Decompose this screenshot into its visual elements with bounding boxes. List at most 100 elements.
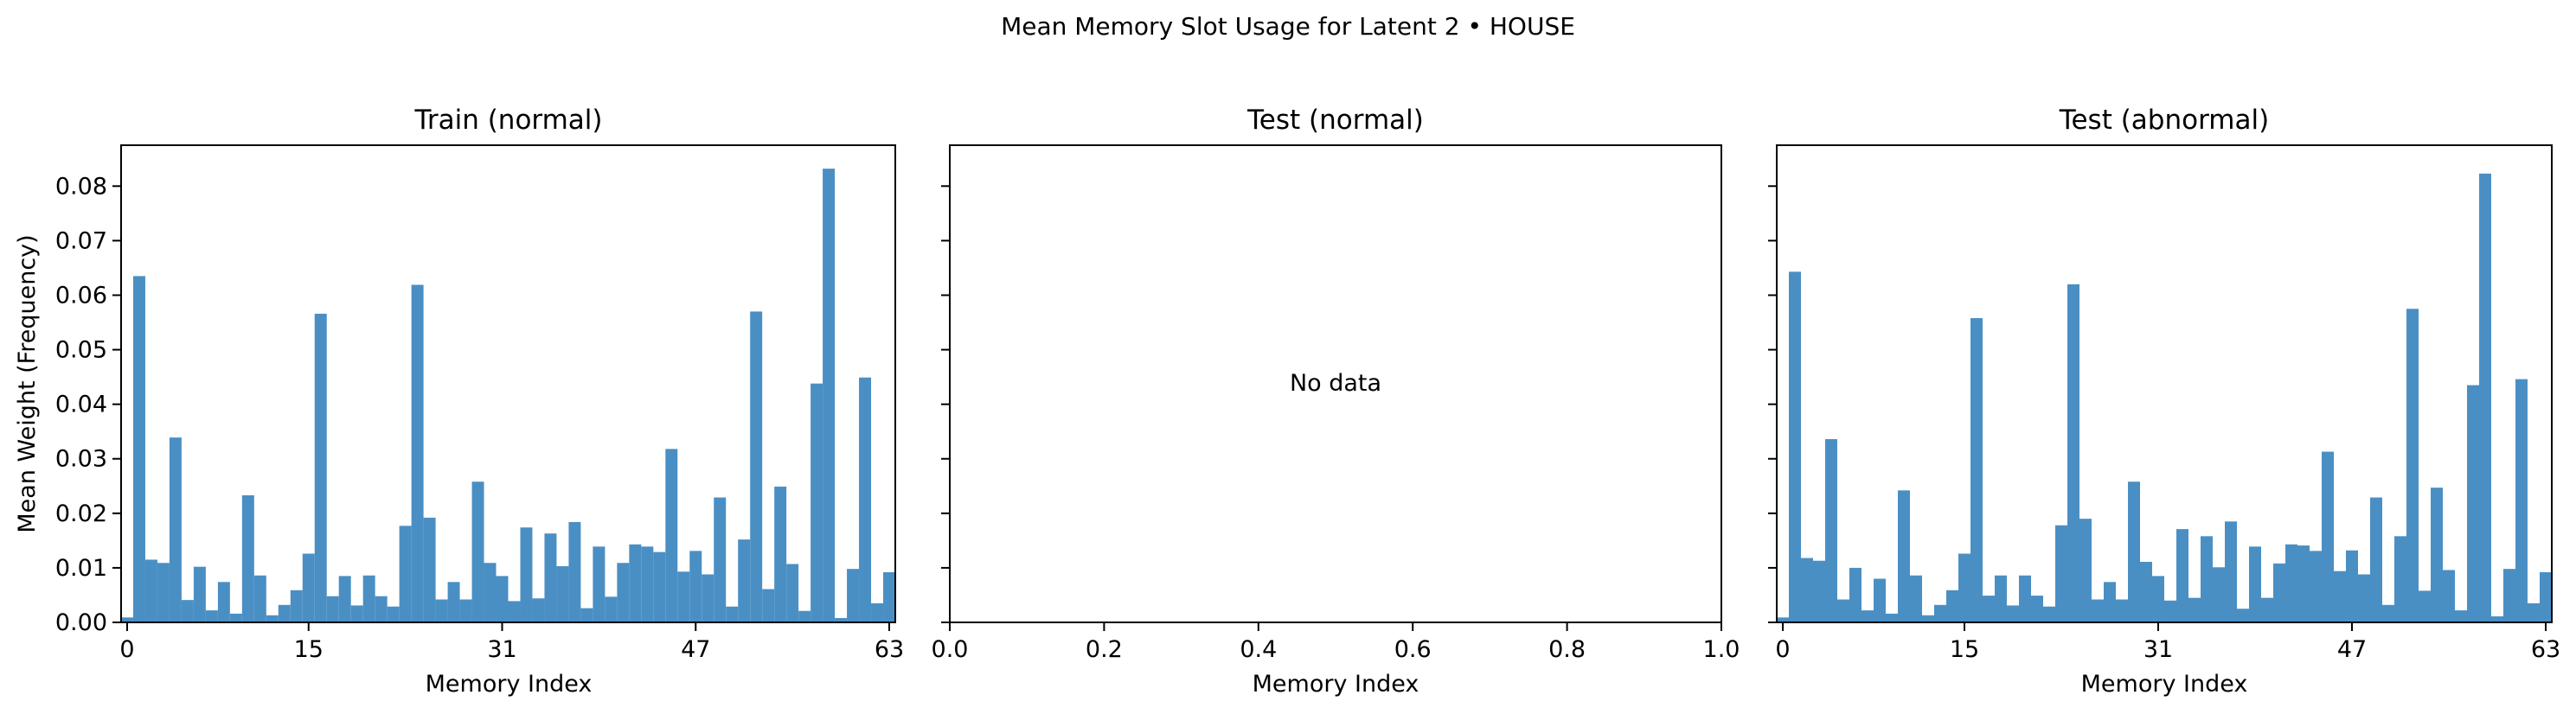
bar bbox=[484, 563, 497, 622]
bar bbox=[326, 596, 339, 622]
y-tick-label: 0.00 bbox=[55, 609, 107, 636]
bar bbox=[290, 590, 303, 622]
bar bbox=[399, 526, 412, 622]
x-tick-label: 47 bbox=[2337, 636, 2367, 663]
bar bbox=[2431, 488, 2443, 622]
bar bbox=[568, 521, 581, 622]
bar bbox=[823, 169, 836, 623]
bar bbox=[2249, 546, 2261, 622]
bar bbox=[2116, 599, 2128, 622]
bar bbox=[253, 575, 266, 622]
panel-title: Test (normal) bbox=[1246, 105, 1424, 136]
x-tick-label: 0 bbox=[1775, 636, 1790, 663]
bar bbox=[278, 604, 291, 622]
bar bbox=[2455, 610, 2467, 622]
bar bbox=[1958, 553, 1970, 622]
bar bbox=[350, 605, 363, 622]
bar bbox=[2079, 519, 2092, 622]
x-tick-label: 63 bbox=[2531, 636, 2560, 663]
x-tick-label: 0.0 bbox=[932, 636, 969, 663]
bar bbox=[2491, 616, 2503, 622]
x-tick-label: 31 bbox=[2143, 636, 2173, 663]
bar bbox=[2213, 567, 2225, 622]
y-tick-label: 0.06 bbox=[55, 282, 107, 309]
bar bbox=[617, 563, 630, 622]
bar bbox=[2394, 536, 2406, 622]
bar bbox=[181, 600, 194, 622]
bar bbox=[2176, 529, 2188, 622]
x-tick-label: 0.6 bbox=[1394, 636, 1432, 663]
bar bbox=[2540, 571, 2552, 622]
bar bbox=[2201, 536, 2213, 622]
bar bbox=[883, 571, 895, 622]
x-tick-label: 31 bbox=[487, 636, 516, 663]
x-axis: 0 15 31 47 63 bbox=[1775, 622, 2560, 663]
bar bbox=[229, 613, 242, 622]
x-tick-label: 0.4 bbox=[1240, 636, 1277, 663]
bar bbox=[2273, 563, 2285, 622]
x-tick-label: 0.2 bbox=[1086, 636, 1123, 663]
x-tick-label: 63 bbox=[875, 636, 904, 663]
bar bbox=[2358, 574, 2370, 622]
bar bbox=[1837, 599, 1849, 622]
bar bbox=[375, 596, 388, 622]
bar bbox=[2285, 544, 2297, 622]
bar bbox=[266, 615, 279, 622]
plot-frame bbox=[1776, 144, 2553, 623]
bar bbox=[677, 571, 690, 622]
bar bbox=[2419, 590, 2431, 622]
bar bbox=[1849, 567, 1862, 622]
bar bbox=[314, 313, 327, 622]
bar bbox=[605, 596, 618, 622]
bar bbox=[193, 566, 206, 622]
bar bbox=[786, 564, 799, 622]
bar bbox=[338, 576, 351, 622]
bar bbox=[811, 383, 823, 622]
bar bbox=[556, 566, 569, 622]
bar bbox=[629, 544, 642, 622]
bar bbox=[1995, 575, 2007, 622]
y-tick-label: 0.02 bbox=[55, 500, 107, 527]
bar bbox=[2370, 497, 2382, 622]
figure-suptitle: Mean Memory Slot Usage for Latent 2 • HO… bbox=[1001, 12, 1575, 41]
x-tick-label: 15 bbox=[294, 636, 324, 663]
bar bbox=[2322, 451, 2334, 622]
bar bbox=[641, 546, 654, 622]
bar bbox=[2503, 569, 2515, 622]
bar bbox=[2346, 550, 2358, 622]
bar bbox=[217, 582, 230, 622]
bar bbox=[2225, 521, 2237, 622]
bar bbox=[1886, 613, 1898, 622]
y-tick-label: 0.07 bbox=[55, 227, 107, 254]
bar bbox=[2092, 599, 2104, 622]
bar bbox=[1801, 558, 1813, 622]
bar bbox=[459, 599, 472, 622]
bar bbox=[1898, 490, 1910, 622]
x-tick-label: 47 bbox=[681, 636, 710, 663]
bar bbox=[2043, 606, 2055, 622]
bar bbox=[1874, 578, 1886, 622]
bar-series bbox=[121, 169, 895, 623]
bar bbox=[2237, 609, 2249, 622]
bar bbox=[1777, 617, 1789, 622]
bar bbox=[447, 582, 460, 622]
bar bbox=[593, 546, 606, 622]
bar bbox=[653, 551, 666, 622]
panel-train-normal: Train (normal) 0 15 31 47 63 0.000.010.020.0… bbox=[14, 105, 904, 698]
bar bbox=[2297, 545, 2310, 622]
bar bbox=[798, 610, 811, 622]
bar bbox=[2261, 597, 2273, 622]
bar bbox=[2528, 602, 2540, 622]
bar bbox=[144, 559, 157, 622]
bar bbox=[580, 608, 593, 622]
bar bbox=[423, 517, 436, 622]
bar bbox=[205, 610, 218, 622]
bar bbox=[2515, 379, 2528, 622]
bar bbox=[750, 311, 763, 622]
bar bbox=[496, 576, 509, 622]
bar bbox=[411, 284, 424, 622]
bar bbox=[1983, 596, 1995, 622]
bar bbox=[121, 617, 133, 622]
bar bbox=[847, 569, 860, 622]
bar-series bbox=[1777, 173, 2552, 622]
